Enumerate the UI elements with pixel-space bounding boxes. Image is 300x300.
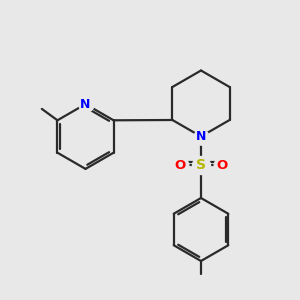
Text: N: N bbox=[196, 130, 206, 143]
Text: O: O bbox=[216, 158, 228, 172]
Text: O: O bbox=[174, 158, 186, 172]
Text: S: S bbox=[196, 158, 206, 172]
Text: N: N bbox=[80, 98, 91, 111]
